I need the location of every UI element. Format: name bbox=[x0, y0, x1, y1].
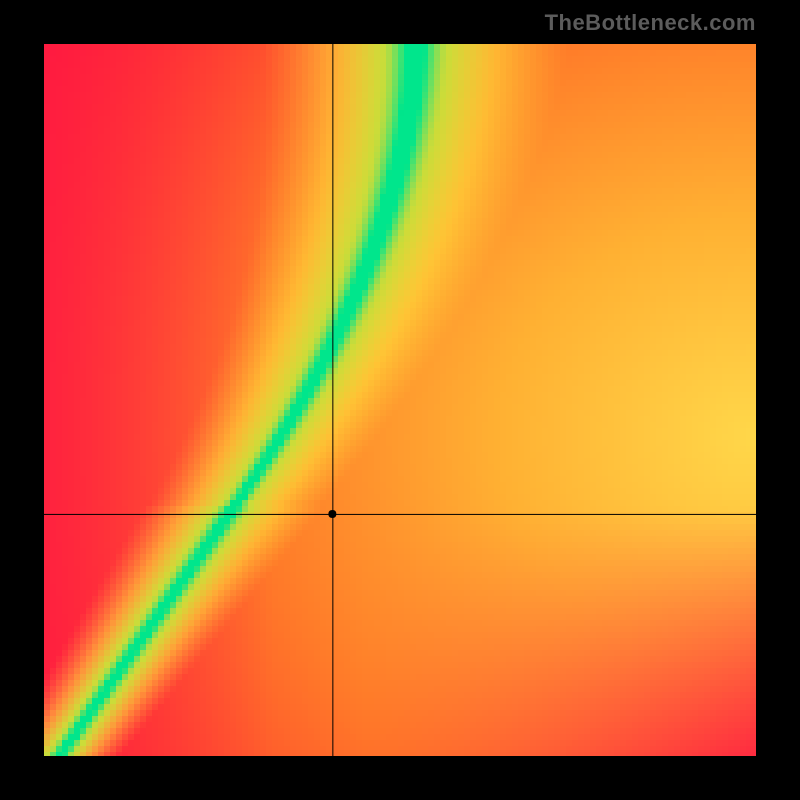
chart-container: TheBottleneck.com bbox=[0, 0, 800, 800]
crosshair-overlay bbox=[44, 44, 756, 756]
watermark-text: TheBottleneck.com bbox=[545, 10, 756, 36]
